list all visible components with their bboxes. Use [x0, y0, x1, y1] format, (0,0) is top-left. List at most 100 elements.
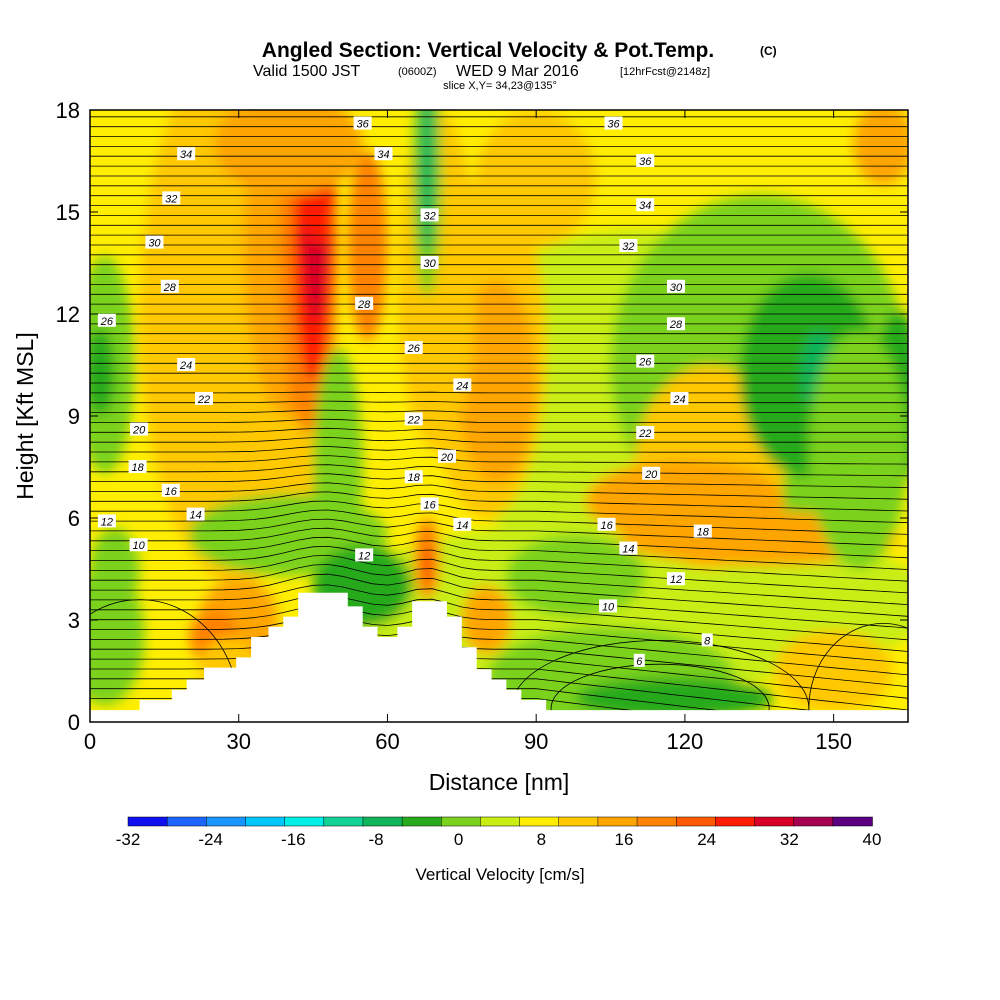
contour-label-box [128, 460, 147, 473]
contour-label-box [355, 548, 374, 562]
colorbar-swatch [401, 816, 443, 827]
colorbar-tick-label: 24 [697, 830, 716, 849]
colorbar-swatch [754, 816, 795, 827]
contour-label-box [599, 599, 618, 613]
colorbar-swatch [793, 816, 834, 827]
contour-label: 32 [165, 193, 177, 205]
contour-label-box [670, 392, 689, 405]
contour-label-box [420, 497, 439, 511]
contour-label: 16 [423, 499, 436, 511]
contour-label-box [160, 279, 179, 293]
contour-label: 26 [100, 316, 114, 328]
colorbar: -32 -24 -16 -8 0 8 16 24 32 40 [116, 816, 882, 849]
contour-label: 22 [407, 414, 420, 426]
x-tick-label: 150 [815, 729, 852, 754]
y-tick-label: 15 [56, 200, 80, 225]
y-tick-label: 3 [68, 608, 80, 633]
contour-label: 18 [131, 462, 144, 474]
contour-label: 14 [456, 520, 468, 532]
colorbar-swatch [284, 816, 325, 827]
colorbar-swatch [597, 816, 638, 827]
chart-title-suffix: (C) [760, 44, 777, 58]
contour-labels: 36 34 32 30 28 26 24 22 20 18 16 14 12 10 34 32 30 28 26 24… [97, 116, 713, 668]
colorbar-swatch [127, 816, 168, 827]
contour-label-box [636, 426, 655, 439]
terrain-mask [90, 592, 908, 722]
y-tick-label: 6 [68, 506, 80, 531]
colorbar-swatch [480, 816, 521, 827]
contour-label-box [97, 313, 116, 327]
contour-label: 32 [423, 210, 435, 222]
colorbar-tick-label: -32 [116, 830, 141, 849]
colorbar-swatch [323, 816, 364, 827]
colorbar-tick-label: 40 [863, 830, 882, 849]
x-axis: 0 30 60 90 120 150 [84, 110, 852, 754]
colorbar-swatch [206, 816, 247, 827]
contour-label-box [642, 466, 661, 480]
contour-label-box [177, 358, 196, 371]
y-tick-label: 18 [56, 98, 80, 123]
contour-label-box [437, 449, 456, 463]
vertical-velocity-field [90, 110, 908, 722]
contour-label-box [666, 317, 685, 331]
contour-label: 16 [165, 486, 178, 498]
contour-label: 18 [697, 527, 710, 539]
contour-label: 16 [600, 520, 613, 532]
contour-label-box [404, 341, 423, 354]
contour-label-box [355, 296, 374, 310]
contour-label-box [177, 147, 196, 161]
y-axis-label: Height [Kft MSL] [12, 332, 38, 499]
contour-label: 36 [607, 119, 620, 131]
contour-label: 12 [358, 550, 370, 562]
contour-label-box [161, 483, 180, 497]
contour-label: 30 [148, 238, 161, 250]
contour-label: 12 [101, 516, 113, 528]
contour-label-box [693, 524, 712, 538]
contour-label-box [195, 392, 214, 405]
contour-label: 36 [639, 156, 652, 168]
colorbar-tick-label: 0 [454, 830, 463, 849]
contour-label-box [129, 538, 148, 552]
contour-label: 22 [638, 428, 651, 440]
chart-title: Angled Section: Vertical Velocity & Pot.… [262, 39, 714, 62]
colorbar-swatch [832, 816, 873, 827]
colorbar-swatch [362, 816, 403, 827]
contour-label-box [420, 208, 439, 222]
contour-label: 36 [357, 119, 370, 131]
colorbar-swatch [441, 816, 482, 827]
colorbar-swatch [715, 816, 756, 827]
contour-label-box [597, 517, 616, 531]
contour-label-box [130, 422, 149, 436]
valid-time-line: Valid 1500 JST (0600Z) WED 9 Mar 2016 [1… [253, 63, 710, 80]
colorbar-swatch [519, 816, 560, 827]
contour-label: 26 [407, 343, 421, 355]
x-tick-label: 90 [524, 729, 548, 754]
contour-label-box [374, 147, 393, 161]
contour-label: 34 [180, 149, 192, 161]
colorbar-tick-label: 8 [537, 830, 546, 849]
x-tick-label: 30 [226, 729, 250, 754]
contour-label-box [666, 572, 685, 586]
contour-label: 14 [189, 510, 201, 522]
y-tick-label: 12 [56, 302, 80, 327]
contour-label: 34 [377, 149, 389, 161]
x-tick-label: 0 [84, 729, 96, 754]
contour-label-box [636, 354, 655, 368]
contour-label: 20 [644, 469, 658, 481]
contour-label: 30 [670, 282, 683, 294]
colorbar-label: Vertical Velocity [cm/s] [415, 865, 584, 884]
contour-label: 8 [704, 635, 711, 647]
contour-label-box [701, 633, 713, 647]
valid-time: Valid 1500 JST [253, 63, 361, 80]
x-tick-label: 120 [667, 729, 704, 754]
colorbar-tick-label: -8 [368, 830, 383, 849]
contour-label: 24 [672, 394, 685, 406]
contour-label-box [604, 116, 623, 130]
contour-label: 30 [423, 258, 436, 270]
colorbar-swatch [636, 816, 677, 827]
colorbar-tick-label: 32 [780, 830, 799, 849]
colorbar-tick-label: -16 [281, 830, 306, 849]
contour-label: 34 [639, 200, 651, 212]
valid-date: WED 9 Mar 2016 [456, 63, 579, 80]
contour-label-box [404, 470, 423, 484]
